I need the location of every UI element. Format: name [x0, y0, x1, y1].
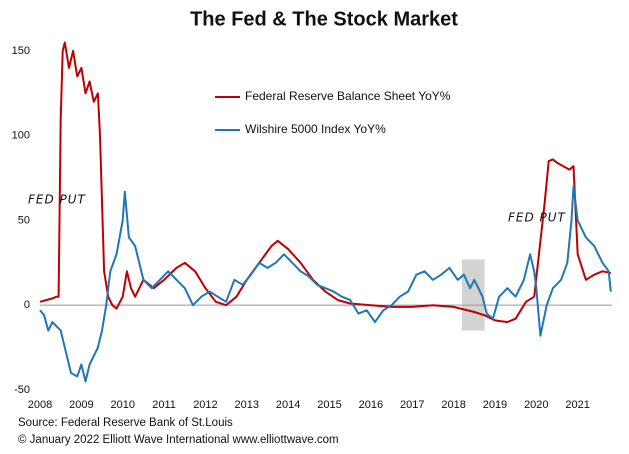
x-tick-label: 2020	[524, 399, 548, 411]
annotation: FED PUT	[28, 193, 87, 207]
legend-label: Federal Reserve Balance Sheet YoY%	[245, 89, 451, 103]
source: Source: Federal Reserve Bank of St.Louis	[18, 417, 233, 429]
x-tick-label: 2021	[565, 399, 589, 411]
x-tick-label: 2012	[193, 399, 217, 411]
data-line	[39, 41, 612, 324]
x-tick-label: 2019	[483, 399, 507, 411]
x-tick-label: 2015	[317, 399, 341, 411]
data-line	[39, 185, 612, 383]
x-tick-label: 2010	[110, 399, 134, 411]
x-tick-label: 2011	[152, 399, 176, 411]
y-tick-label: -50	[14, 384, 30, 396]
annotation: FED PUT	[508, 211, 567, 225]
chart-title: The Fed & The Stock Market	[190, 8, 458, 30]
legend-label: Wilshire 5000 Index YoY%	[245, 122, 386, 136]
x-tick-label: 2014	[276, 399, 300, 411]
x-tick-label: 2017	[400, 399, 424, 411]
y-tick-label: 100	[12, 130, 30, 142]
x-tick-label: 2009	[69, 399, 93, 411]
y-tick-label: 150	[12, 45, 30, 57]
x-tick-label: 2013	[235, 399, 259, 411]
x-tick-label: 2018	[441, 399, 465, 411]
y-tick-label: 0	[24, 299, 30, 311]
x-tick-label: 2008	[28, 399, 52, 411]
x-tick-label: 2016	[359, 399, 383, 411]
y-tick-label: 50	[18, 214, 30, 226]
credit: © January 2022 Elliott Wave Internationa…	[18, 434, 339, 446]
